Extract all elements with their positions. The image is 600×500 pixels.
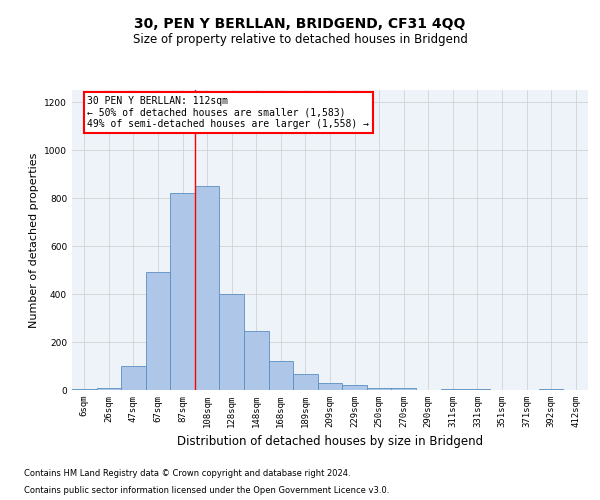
Text: Contains HM Land Registry data © Crown copyright and database right 2024.: Contains HM Land Registry data © Crown c…: [24, 468, 350, 477]
Bar: [342, 385, 367, 390]
Text: Contains public sector information licensed under the Open Government Licence v3: Contains public sector information licen…: [24, 486, 389, 495]
Bar: [244, 331, 269, 390]
Bar: [170, 193, 195, 390]
Bar: [72, 389, 97, 390]
Text: 30, PEN Y BERLLAN, BRIDGEND, CF31 4QQ: 30, PEN Y BERLLAN, BRIDGEND, CF31 4QQ: [134, 18, 466, 32]
Bar: [195, 186, 220, 390]
Bar: [220, 294, 244, 390]
Bar: [146, 272, 170, 390]
Bar: [391, 388, 416, 390]
Text: Size of property relative to detached houses in Bridgend: Size of property relative to detached ho…: [133, 32, 467, 46]
Bar: [440, 389, 465, 390]
Bar: [269, 361, 293, 390]
Bar: [121, 366, 146, 390]
Bar: [539, 389, 563, 390]
Bar: [465, 389, 490, 390]
Bar: [97, 388, 121, 390]
Y-axis label: Number of detached properties: Number of detached properties: [29, 152, 38, 328]
Text: 30 PEN Y BERLLAN: 112sqm
← 50% of detached houses are smaller (1,583)
49% of sem: 30 PEN Y BERLLAN: 112sqm ← 50% of detach…: [88, 96, 370, 129]
X-axis label: Distribution of detached houses by size in Bridgend: Distribution of detached houses by size …: [177, 436, 483, 448]
Bar: [293, 374, 318, 390]
Bar: [318, 383, 342, 390]
Bar: [367, 388, 391, 390]
